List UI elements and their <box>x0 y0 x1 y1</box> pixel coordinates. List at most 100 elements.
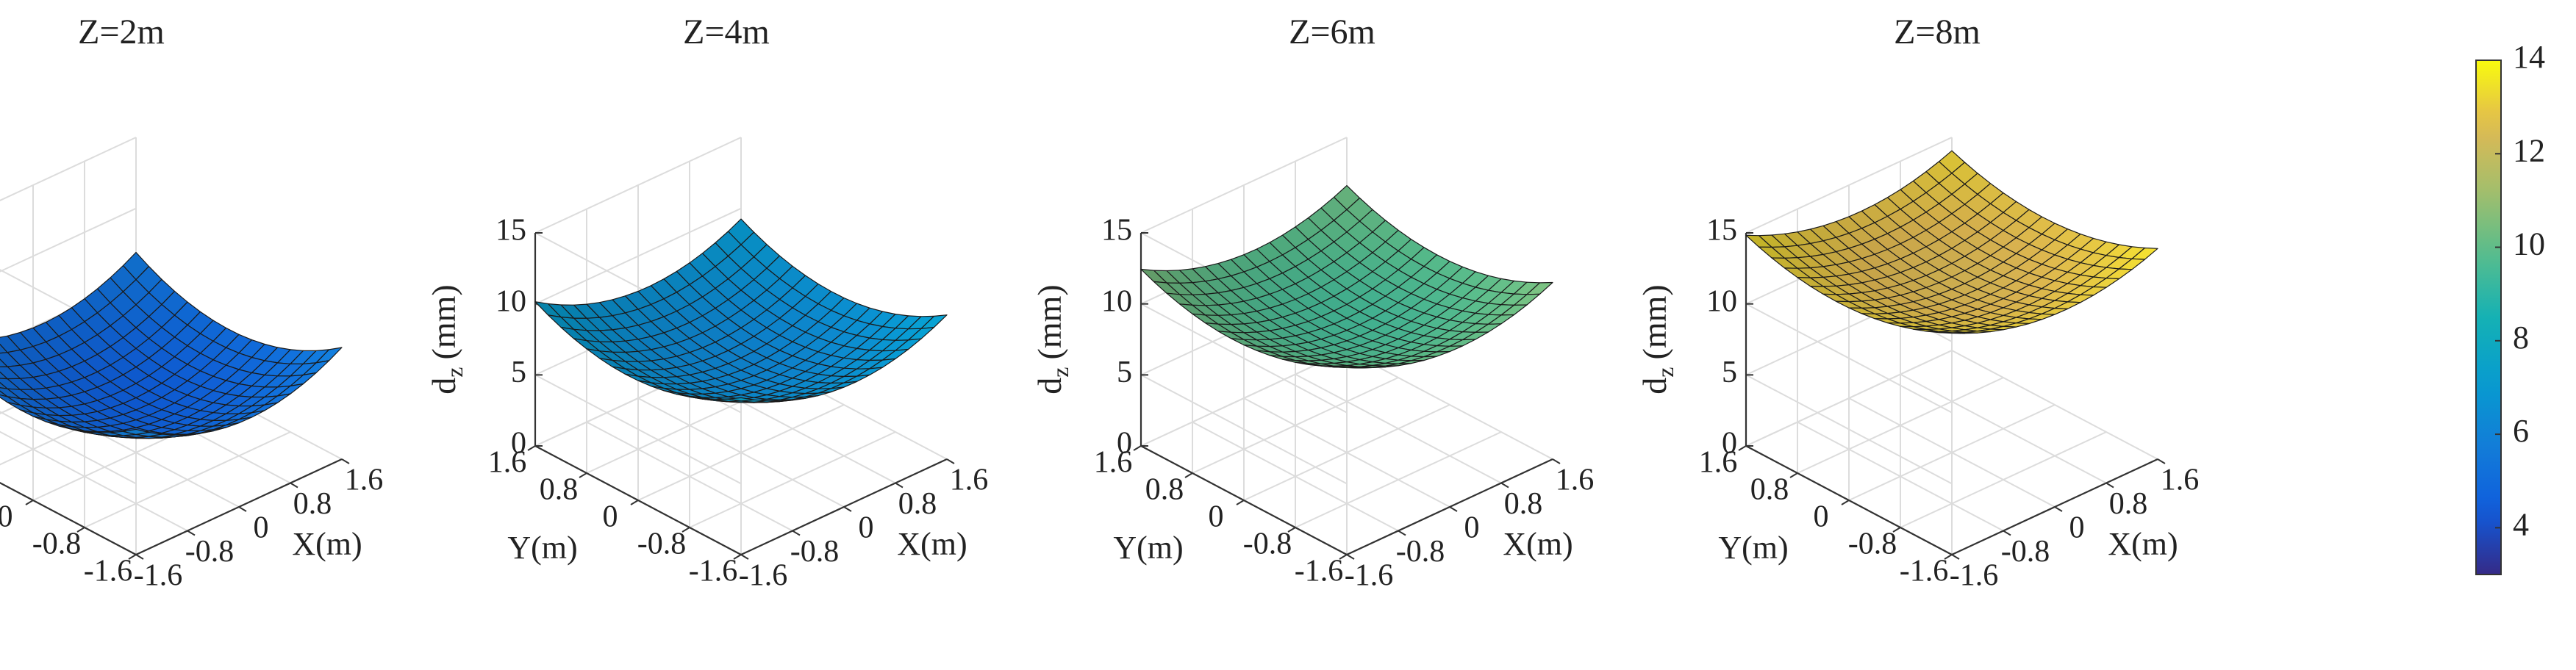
x-tick <box>341 458 350 464</box>
y-tick-label: 1.6 <box>1699 446 1738 480</box>
x-tick-label: 1.6 <box>345 464 384 497</box>
x-tick-label: -0.8 <box>790 535 840 569</box>
y-tick-label: 0.8 <box>1750 473 1789 507</box>
z-tick-label: 0 <box>1722 427 1737 461</box>
colorbar-tick-label: 8 <box>2513 320 2529 356</box>
y-axis-label: Y(m) <box>1113 530 1183 566</box>
y-tick-label: -1.6 <box>1900 555 1949 588</box>
y-axis-label: Y(m) <box>507 530 577 566</box>
x-axis-label: X(m) <box>897 526 967 562</box>
x-tick-label: 0.8 <box>898 487 937 521</box>
y-tick <box>1789 472 1798 478</box>
y-tick-label: -0.8 <box>637 527 687 561</box>
x-axis-label: X(m) <box>1503 526 1573 562</box>
z-tick-label: 15 <box>495 214 526 248</box>
colorbar-gradient <box>2475 60 2502 575</box>
surface-patch <box>122 428 150 436</box>
y-tick <box>1738 445 1747 451</box>
y-tick <box>76 527 85 533</box>
panel-title: Z=4m <box>683 12 770 51</box>
z-tick-label: 0 <box>511 427 526 461</box>
z-axis-label: dz(mm) <box>1031 284 1074 394</box>
x-tick-label: 0 <box>2069 511 2085 545</box>
y-tick-label: 0 <box>1209 500 1224 534</box>
x-tick-label: 0.8 <box>293 487 332 521</box>
x-tick <box>2054 506 2063 512</box>
x-tick <box>2157 458 2166 464</box>
x-tick <box>1951 554 1960 560</box>
x-tick-label: 1.6 <box>1556 464 1595 497</box>
colorbar-tick-label: 10 <box>2513 226 2545 262</box>
floor-grid-line <box>84 431 291 528</box>
y-tick <box>1841 500 1850 505</box>
panel-title: Z=2m <box>78 12 165 51</box>
y-tick <box>1892 527 1901 533</box>
surface-patch <box>727 397 755 402</box>
y-tick <box>1133 445 1142 451</box>
x-tick-label: 0.8 <box>1504 487 1543 521</box>
x-tick-label: -1.6 <box>1950 559 1999 593</box>
x-tick <box>135 554 144 560</box>
z-tick-label: 5 <box>1722 356 1737 389</box>
surface-patch <box>1938 332 1966 334</box>
x-tick <box>843 506 852 512</box>
y-tick-label: -1.6 <box>84 555 133 588</box>
surface-panel: -1.6-0.800.81.6-1.6-0.800.81.6051015X(m)… <box>1636 12 2200 593</box>
colorbar-tick-label: 14 <box>2513 39 2545 75</box>
y-tick <box>1184 472 1193 478</box>
z-axis-label: dz(mm) <box>1636 284 1679 394</box>
floor-grid-line <box>1900 431 2107 528</box>
panel-title: Z=8m <box>1894 12 1981 51</box>
x-tick <box>238 506 247 512</box>
x-tick <box>187 530 196 536</box>
y-tick <box>630 500 639 505</box>
y-tick <box>1944 554 1953 560</box>
y-tick-label: 0.8 <box>1145 473 1184 507</box>
z-tick-label: 5 <box>1117 356 1132 389</box>
z-tick-label: 10 <box>495 284 526 318</box>
y-tick-label: -1.6 <box>1295 555 1344 588</box>
y-tick <box>733 554 742 560</box>
y-tick <box>681 527 690 533</box>
y-tick-label: 0 <box>0 500 13 534</box>
surface-panel: -1.6-0.800.81.6-1.6-0.800.81.6051015X(m)… <box>0 12 383 593</box>
x-tick-label: 1.6 <box>2161 464 2200 497</box>
y-tick-label: -0.8 <box>32 527 82 561</box>
colorbar-tick-label: 6 <box>2513 413 2529 449</box>
x-tick-label: -1.6 <box>739 559 788 593</box>
y-axis-label: Y(m) <box>1718 530 1788 566</box>
colorbar-tick-label: 4 <box>2513 506 2529 542</box>
x-tick-label: 0 <box>859 511 874 545</box>
x-axis-label: X(m) <box>2108 526 2178 562</box>
x-tick <box>1500 482 1509 489</box>
z-tick-label: 10 <box>1101 284 1132 318</box>
z-tick-label: 5 <box>511 356 526 389</box>
surface-mesh <box>534 218 948 403</box>
y-tick-label: -0.8 <box>1243 527 1292 561</box>
y-tick <box>1287 527 1296 533</box>
y-tick-label: 1.6 <box>488 446 527 480</box>
x-tick-label: 1.6 <box>950 464 989 497</box>
x-tick <box>946 458 955 464</box>
x-tick-label: -1.6 <box>134 559 183 593</box>
x-tick <box>895 482 904 489</box>
y-tick-label: 0 <box>1814 500 1829 534</box>
panel-title: Z=6m <box>1289 12 1375 51</box>
x-tick <box>1398 530 1406 536</box>
colorbar: 4 6 8 10 12 14 <box>2475 39 2545 575</box>
x-tick <box>1552 458 1561 464</box>
surface-panel: -1.6-0.800.81.6-1.6-0.800.81.6051015X(m)… <box>425 12 989 593</box>
y-tick-label: 1.6 <box>1094 446 1133 480</box>
surface-panel: -1.6-0.800.81.6-1.6-0.800.81.6051015X(m)… <box>1031 12 1595 593</box>
y-tick <box>128 554 137 560</box>
x-tick-label: -0.8 <box>1396 535 1445 569</box>
x-tick <box>2003 530 2011 536</box>
x-tick-label: -1.6 <box>1345 559 1394 593</box>
y-tick <box>527 445 536 451</box>
x-tick <box>2105 482 2114 489</box>
x-tick-label: -0.8 <box>2001 535 2050 569</box>
y-tick <box>1236 500 1245 505</box>
surface-mesh <box>1745 150 2158 334</box>
x-axis-label: X(m) <box>292 526 362 562</box>
